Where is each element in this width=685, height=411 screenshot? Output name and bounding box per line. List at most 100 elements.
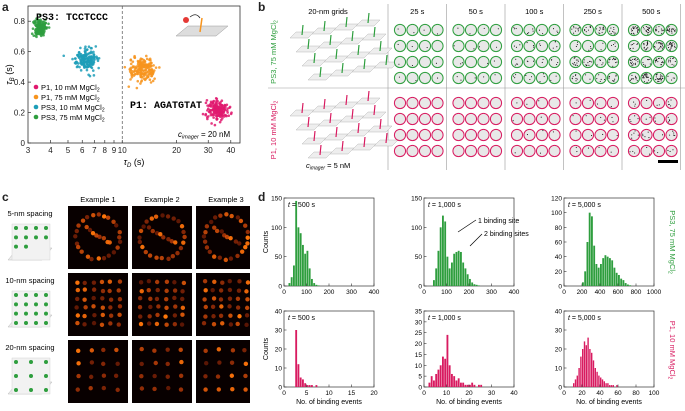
scatter-series — [30, 13, 51, 39]
sr-spot — [84, 224, 89, 230]
localization-dot — [674, 60, 676, 63]
localization-dot — [657, 61, 659, 63]
grid-circle — [548, 23, 561, 37]
scatter-point — [152, 64, 155, 67]
histogram-bar — [594, 368, 596, 387]
scatter-point — [30, 32, 34, 36]
sr-spot — [101, 361, 106, 367]
localization-dot — [634, 64, 636, 66]
docking-site-dot — [14, 226, 18, 230]
scatter-point — [139, 82, 142, 85]
grid-circle — [418, 144, 432, 158]
grid-circle — [406, 71, 419, 85]
localization-dot — [658, 80, 660, 82]
scatter-point — [47, 22, 50, 26]
grid-circle — [510, 112, 524, 126]
localization-dot — [636, 80, 638, 82]
docking-strand — [351, 30, 354, 42]
seq-label-p1: P1: AGATGTAT — [130, 101, 202, 112]
scatter-point — [79, 69, 83, 72]
sr-spot — [113, 373, 119, 379]
grid-circle — [477, 23, 490, 37]
localization-dot — [453, 45, 455, 47]
localization-dot — [661, 62, 663, 64]
localization-dot — [657, 48, 659, 50]
cimager-sub: imager — [182, 135, 200, 141]
localization-dot — [647, 33, 649, 35]
grid-circle — [665, 112, 678, 126]
localization-dot — [612, 30, 614, 33]
scatter-point — [217, 109, 221, 113]
sr-spot — [179, 224, 185, 229]
grid-circle — [652, 128, 666, 142]
localization-dot — [654, 150, 656, 152]
scatter-point — [41, 28, 45, 32]
sr-spot — [85, 254, 91, 259]
sr-spot — [178, 245, 184, 251]
localization-dot — [483, 27, 485, 29]
localization-dot — [647, 29, 650, 31]
localization-dot — [574, 75, 577, 77]
x-tick-label: 0 — [422, 390, 426, 397]
sr-spot — [238, 218, 244, 224]
sr-spot — [219, 229, 224, 234]
scatter-point — [37, 25, 41, 29]
grid-circle — [464, 23, 478, 37]
histogram-bar — [582, 282, 584, 286]
localization-dot — [590, 47, 592, 50]
localization-dot — [526, 42, 528, 44]
scatter-point — [151, 79, 155, 83]
scatter-point — [128, 68, 132, 71]
localization-dot — [645, 29, 647, 31]
y-tick-label: 0 — [418, 284, 422, 291]
histogram-bar — [304, 383, 307, 387]
localization-dot — [526, 103, 528, 105]
sr-spot — [245, 297, 250, 302]
grid-circle — [431, 144, 444, 158]
scatter-point — [148, 57, 152, 61]
scatter-point — [204, 113, 207, 117]
legend-marker — [33, 94, 39, 100]
localization-dot — [614, 42, 616, 44]
localization-dot — [649, 63, 651, 65]
scatter-point — [41, 30, 45, 34]
localization-dot — [643, 76, 645, 78]
sr-spot — [228, 322, 234, 327]
localization-dot — [587, 147, 590, 149]
localization-dot — [672, 45, 674, 47]
localization-dot — [615, 62, 617, 64]
localization-dot — [554, 41, 556, 43]
localization-dot — [602, 29, 604, 31]
localization-dot — [647, 59, 649, 61]
localization-dot — [575, 102, 577, 104]
localization-dot — [514, 152, 516, 154]
scatter-point — [42, 25, 46, 29]
localization-dot — [555, 75, 557, 77]
sr-spot — [149, 216, 154, 221]
localization-dot — [633, 63, 635, 65]
sr-spot — [87, 227, 93, 233]
grid-circle — [652, 144, 666, 158]
x-tick-label: 800 — [631, 289, 642, 296]
sr-spot — [235, 305, 241, 310]
time-label: 500 s — [642, 7, 661, 16]
localization-dot — [654, 46, 656, 48]
spacing-label: 10-nm spacing — [5, 276, 54, 285]
sr-spot — [96, 256, 101, 261]
scatter-point — [142, 58, 146, 62]
grid-circle — [418, 55, 432, 69]
histogram-bar — [595, 264, 598, 286]
sr-spot — [239, 249, 245, 254]
localization-dot — [436, 33, 439, 35]
panel-label-b: b — [258, 0, 266, 14]
localization-dot — [668, 104, 670, 106]
x-tick-label: 7 — [92, 146, 97, 155]
scatter-point — [42, 22, 46, 26]
sr-spot — [115, 245, 120, 250]
sr-spot — [80, 218, 86, 223]
grid-circle — [464, 144, 478, 158]
grid-circle — [594, 144, 607, 158]
localization-dot — [575, 146, 577, 149]
x-tick-label: 60 — [614, 390, 622, 397]
localization-dot — [602, 42, 604, 44]
